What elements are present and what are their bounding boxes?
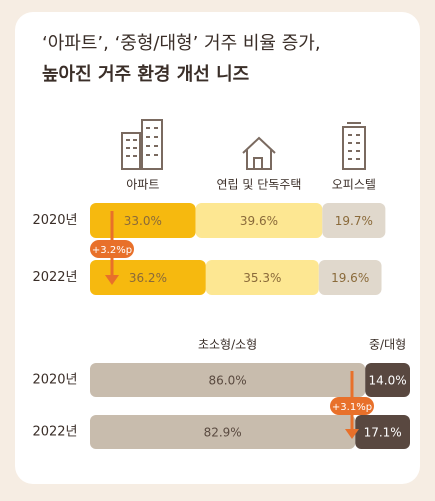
change-label: +3.1%p bbox=[332, 402, 372, 413]
legend-label: 아파트 bbox=[126, 178, 159, 192]
legend-label: 오피스텔 bbox=[332, 178, 376, 192]
title-line: 높아진 거주 환경 개선 니즈 bbox=[42, 63, 249, 85]
bar-segment bbox=[205, 260, 319, 295]
change-pill bbox=[90, 240, 134, 258]
bar-segment bbox=[90, 415, 356, 449]
officetel-icon bbox=[342, 122, 366, 170]
value-label: 35.3% bbox=[243, 271, 281, 285]
apartment-icon bbox=[121, 119, 163, 170]
category-label: 2020년 bbox=[32, 213, 77, 228]
bar-segment bbox=[322, 203, 386, 238]
bar-segment bbox=[90, 363, 366, 397]
bar-segment bbox=[90, 260, 206, 295]
value-label: 86.0% bbox=[209, 374, 247, 388]
bar-segment bbox=[365, 363, 410, 397]
house-icon bbox=[242, 136, 276, 170]
bar-segment bbox=[318, 260, 382, 295]
change-pill bbox=[330, 397, 374, 415]
value-label: 82.9% bbox=[204, 426, 242, 440]
change-arrowhead bbox=[105, 275, 119, 285]
value-label: 19.6% bbox=[331, 271, 369, 285]
title-line: ‘아파트’, ‘중형/대형’ 거주 비율 증가, bbox=[42, 33, 321, 54]
value-label: 19.7% bbox=[335, 214, 373, 228]
value-label: 33.0% bbox=[124, 214, 162, 228]
change-arrowhead bbox=[345, 429, 359, 439]
legend-label: 초소형/소형 bbox=[198, 338, 257, 352]
value-label: 36.2% bbox=[129, 271, 167, 285]
value-label: 17.1% bbox=[364, 426, 402, 440]
legend-label: 중/대형 bbox=[369, 338, 406, 352]
bar-segment bbox=[355, 415, 410, 449]
legend-label: 연립 및 단독주택 bbox=[216, 178, 301, 192]
value-label: 14.0% bbox=[369, 374, 407, 388]
category-label: 2020년 bbox=[32, 373, 77, 388]
category-label: 2022년 bbox=[32, 425, 77, 440]
change-label: +3.2%p bbox=[92, 245, 132, 256]
category-label: 2022년 bbox=[32, 270, 77, 285]
value-label: 39.6% bbox=[240, 214, 278, 228]
bar-segment bbox=[195, 203, 323, 238]
bar-segment bbox=[90, 203, 196, 238]
